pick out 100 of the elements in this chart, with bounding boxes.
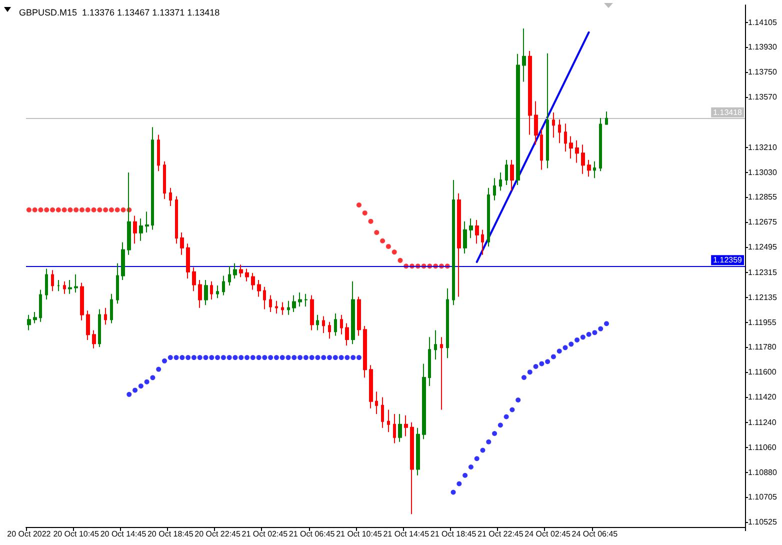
candlestick [257, 279, 261, 298]
candlestick [192, 266, 196, 292]
candlestick [210, 280, 213, 300]
point [380, 238, 386, 244]
candlestick [275, 300, 278, 314]
y-tick-label: 1.12855 [748, 192, 778, 202]
candlestick [569, 136, 573, 160]
ref-line-label: 1.12359 [713, 256, 743, 265]
point [85, 207, 90, 212]
candlestick [416, 427, 420, 476]
candlestick [475, 219, 479, 244]
x-tick-label: 20 Oct 18:45 [147, 530, 194, 538]
candlestick [68, 279, 72, 294]
candlestick [287, 300, 290, 316]
candlestick [510, 159, 514, 192]
candlestick [145, 211, 149, 234]
candlestick [457, 192, 461, 298]
candlestick [121, 242, 125, 280]
candlestick [281, 302, 284, 316]
candlestick [340, 314, 343, 335]
candlestick [92, 330, 96, 349]
candlestick [110, 293, 113, 324]
point [103, 207, 108, 212]
y-tick-label: 1.12315 [748, 268, 778, 277]
candlestick [163, 160, 166, 200]
x-tick-label: 21 Oct 22:45 [478, 530, 524, 538]
candlestick [369, 364, 373, 409]
point [97, 207, 102, 212]
candlestick [116, 262, 119, 304]
y-tick-label: 1.12495 [748, 242, 778, 252]
candlestick [269, 294, 272, 313]
candlestick [86, 310, 90, 340]
x-tick-label: 20 Oct 22:45 [194, 530, 241, 538]
candlestick [175, 196, 178, 244]
x-tick-label: 24 Oct 06:45 [572, 530, 618, 538]
candlestick [587, 159, 591, 178]
y-tick-label: 1.14105 [748, 18, 778, 27]
candlestick [328, 321, 331, 340]
candlestick [298, 292, 302, 307]
candlestick [239, 264, 243, 278]
candlestick [63, 280, 66, 294]
candlestick [446, 288, 449, 359]
candlestick [522, 28, 526, 82]
candlestick [133, 215, 137, 244]
candlestick [74, 274, 78, 294]
candlestick [605, 110, 608, 126]
x-tick-label: 20 Oct 14:45 [100, 530, 147, 538]
y-tick-label: 1.11060 [748, 442, 777, 452]
candlestick [375, 391, 378, 414]
candlestick [216, 285, 219, 299]
candlestick [304, 293, 308, 307]
point [74, 207, 79, 212]
candlestick [575, 140, 579, 164]
candlestick [104, 307, 107, 326]
point [114, 207, 120, 212]
candlestick [410, 422, 414, 515]
y-tick-label: 1.10880 [748, 468, 778, 478]
candlestick [387, 409, 390, 433]
candlestick [334, 312, 337, 336]
candlestick [169, 187, 172, 206]
candlestick [98, 308, 101, 348]
candlestick [57, 279, 60, 292]
candlestick [393, 413, 396, 444]
candlestick [27, 314, 31, 331]
candlestick [564, 123, 567, 152]
candlestick [469, 218, 473, 239]
candlestick [80, 282, 84, 321]
y-tick-label: 1.10525 [748, 518, 778, 527]
y-tick-label: 1.11780 [748, 342, 777, 352]
candlestick [292, 294, 296, 313]
y-tick-label: 1.12135 [748, 292, 778, 302]
candlestick [440, 336, 443, 410]
candlestick [351, 280, 355, 345]
candlestick [186, 243, 190, 280]
ref-line-label: 1.13418 [713, 108, 743, 117]
point [368, 218, 374, 224]
candlestick [493, 178, 496, 201]
candlestick [45, 268, 48, 300]
point [398, 258, 403, 263]
point [356, 202, 362, 208]
candlestick [310, 294, 314, 331]
candlestick [39, 289, 42, 322]
point [32, 207, 38, 212]
candlestick [251, 272, 255, 290]
point [120, 207, 126, 212]
point [374, 230, 380, 235]
x-tick-label: 21 Oct 14:45 [383, 530, 430, 538]
candlestick [398, 413, 402, 442]
y-tick-label: 1.11240 [748, 418, 777, 427]
y-tick-label: 1.12675 [748, 218, 778, 227]
y-tick-label: 1.13570 [748, 92, 778, 102]
candlestick [198, 279, 202, 308]
candlestick [322, 316, 325, 334]
candlestick [157, 134, 160, 172]
candlestick [534, 100, 538, 146]
y-tick-label: 1.13750 [748, 67, 778, 76]
candlestick [546, 52, 549, 169]
candlestick [499, 172, 502, 192]
candlestick [599, 118, 602, 172]
y-tick-label: 1.10705 [748, 492, 778, 502]
